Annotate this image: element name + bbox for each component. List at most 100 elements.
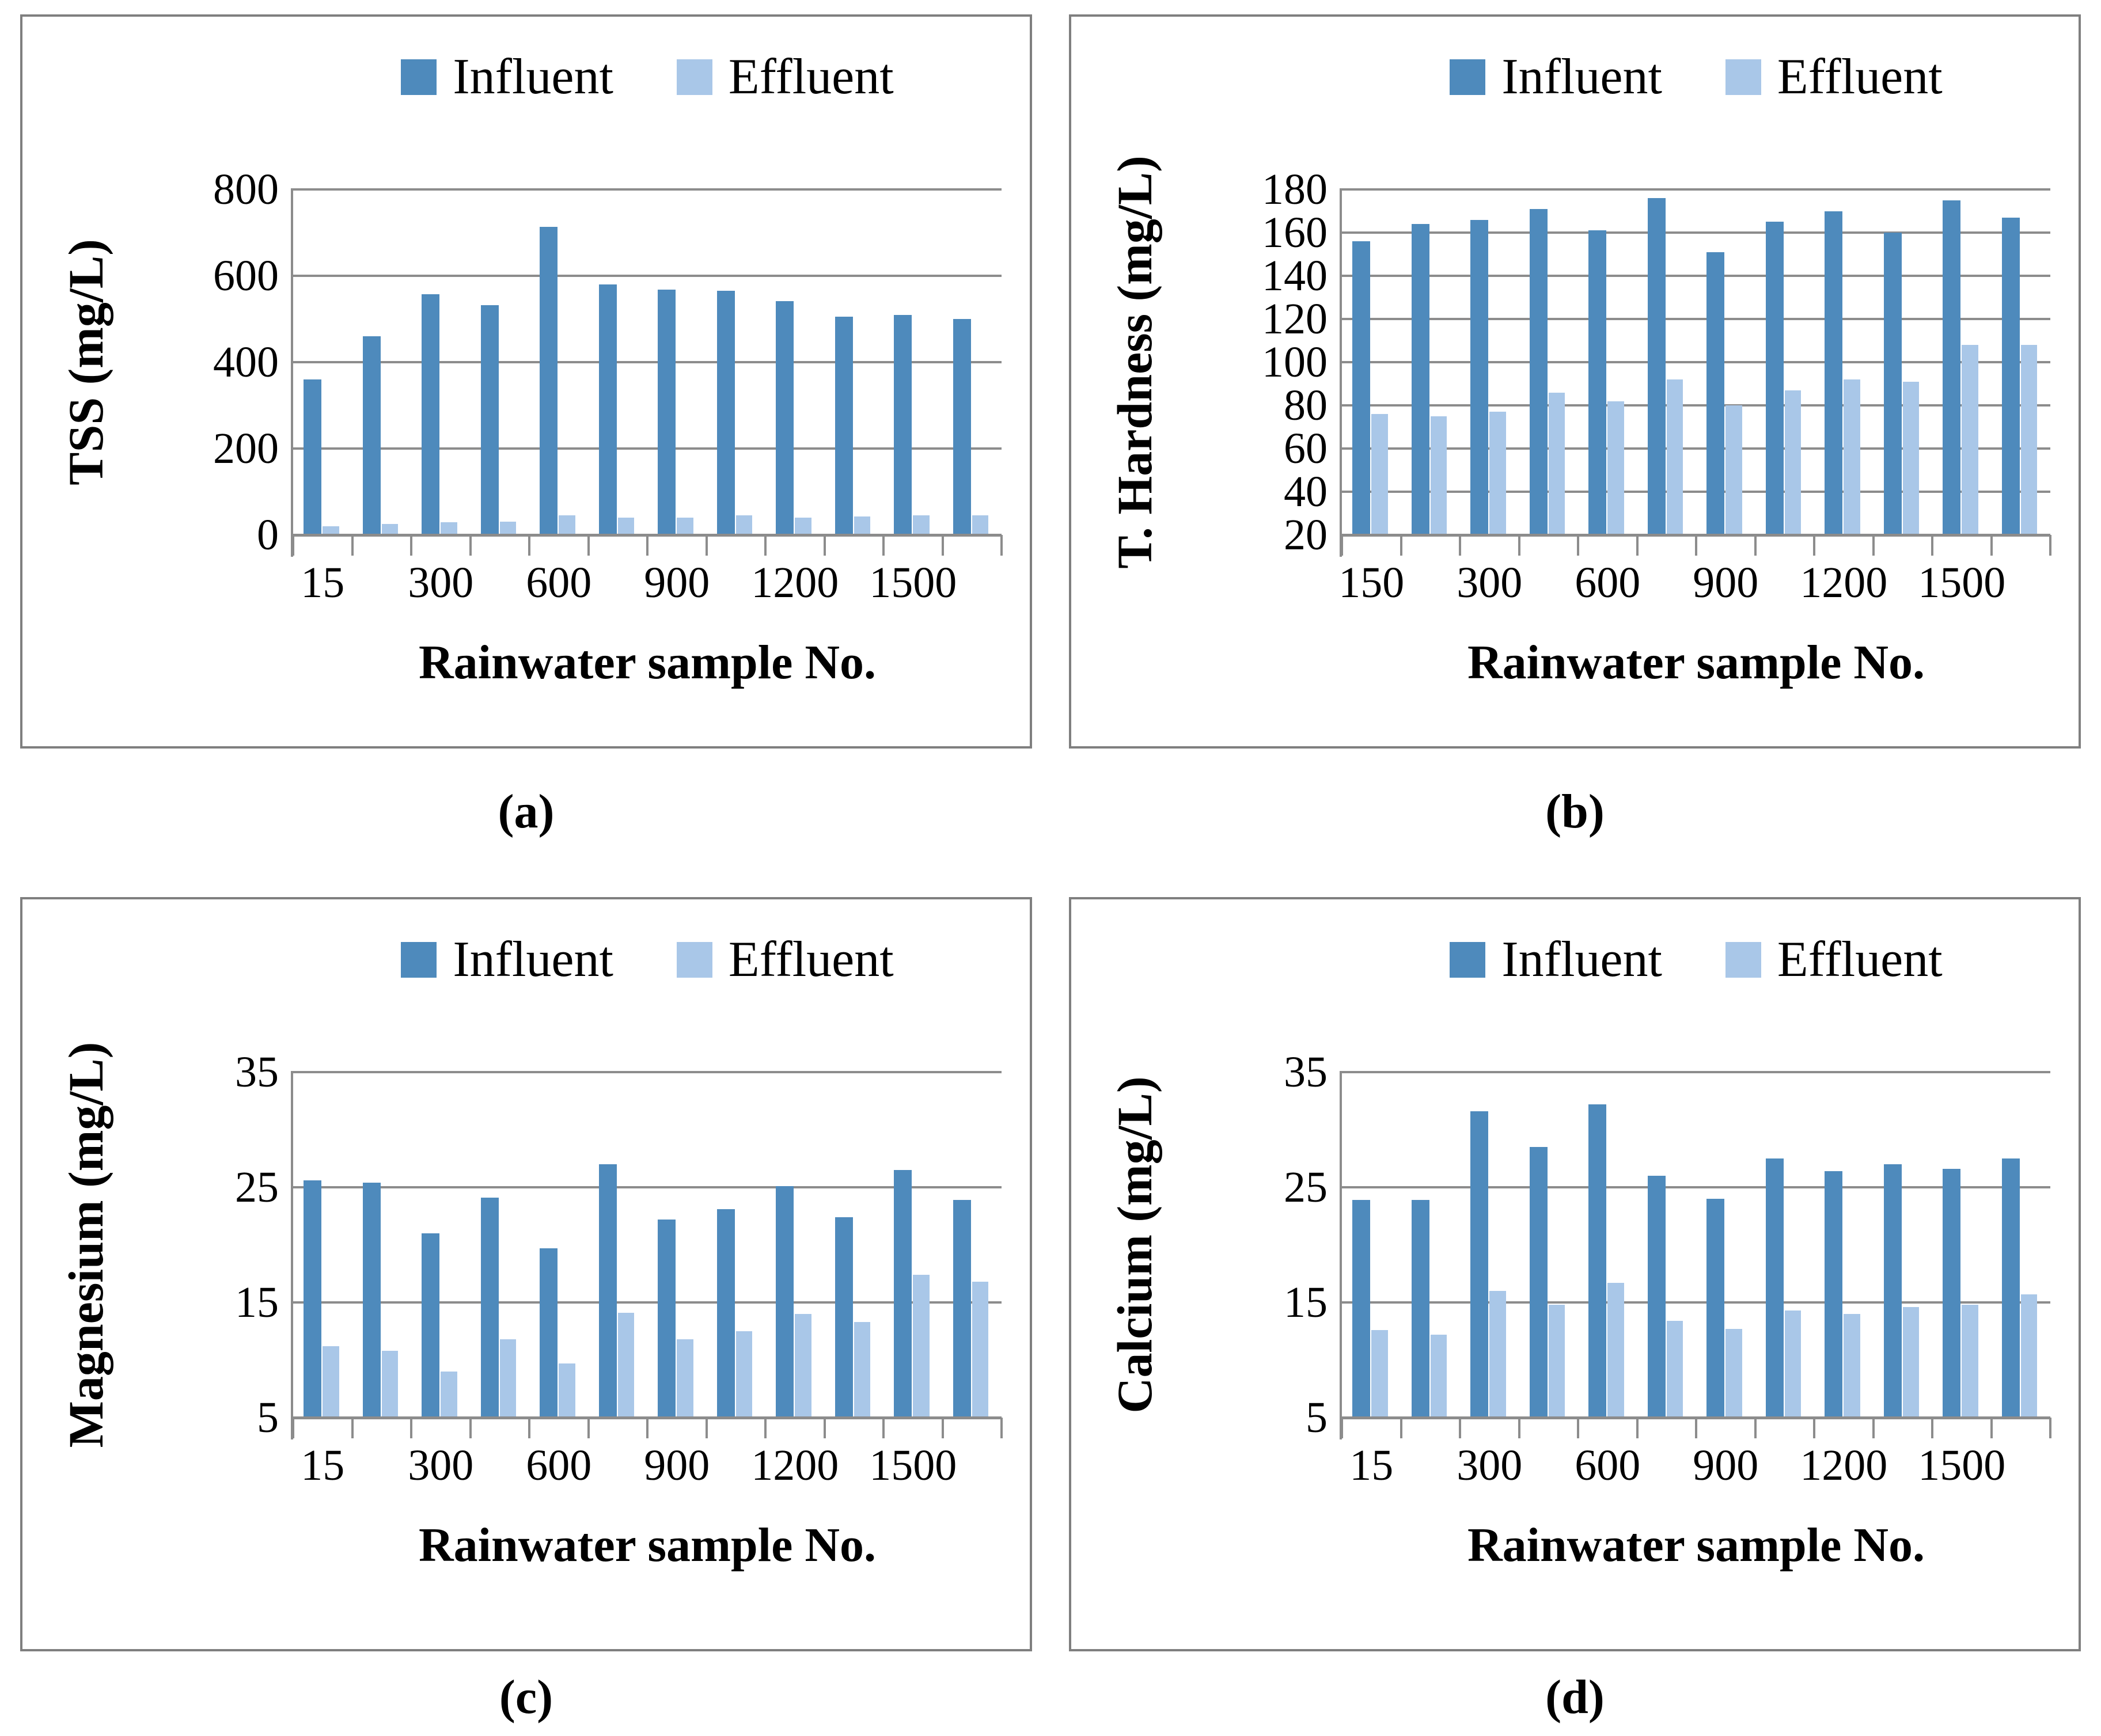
legend-item-effluent: Effluent bbox=[1725, 48, 1943, 106]
bar-effluent bbox=[913, 515, 930, 535]
bar-influent bbox=[1825, 211, 1843, 535]
bar-effluent bbox=[617, 1313, 635, 1418]
chart-panel-c: Influent Effluent Magnesium (mg/L) Rainw… bbox=[20, 897, 1032, 1651]
y-tick-label: 400 bbox=[213, 338, 279, 386]
effluent-swatch-icon bbox=[1725, 942, 1761, 978]
bar-influent bbox=[480, 1198, 499, 1418]
legend-label-effluent: Effluent bbox=[728, 49, 894, 105]
legend-label-influent: Influent bbox=[453, 932, 613, 987]
y-axis-line bbox=[1340, 1071, 1342, 1439]
plot-area bbox=[291, 188, 1003, 557]
y-tick-label: 15 bbox=[1284, 1278, 1328, 1327]
y-axis-line bbox=[1340, 188, 1342, 557]
bar-effluent bbox=[972, 515, 989, 535]
x-axis-title: Rainwater sample No. bbox=[418, 636, 877, 689]
x-tick-mark bbox=[292, 535, 294, 556]
bar-influent bbox=[1883, 1164, 1902, 1418]
y-tick-label: 35 bbox=[1284, 1048, 1328, 1096]
gridline bbox=[293, 1071, 1002, 1073]
influent-swatch-icon bbox=[1450, 942, 1486, 978]
bar-influent bbox=[1765, 1158, 1784, 1418]
x-tick-mark bbox=[1931, 1418, 1933, 1438]
bar-effluent bbox=[677, 518, 693, 535]
y-axis-title: T. Hardness (mg/L) bbox=[1107, 155, 1162, 569]
bar-effluent bbox=[441, 522, 457, 535]
x-tick-label: 15 bbox=[301, 559, 345, 607]
x-tick-mark bbox=[410, 1418, 412, 1438]
bar-effluent bbox=[735, 1331, 753, 1418]
legend-label-effluent: Effluent bbox=[1777, 932, 1943, 987]
y-axis-title: TSS (mg/L) bbox=[58, 239, 113, 485]
bar-effluent bbox=[1430, 1335, 1447, 1418]
plot-area bbox=[291, 1071, 1003, 1439]
x-tick-mark bbox=[2049, 1418, 2051, 1438]
legend-item-influent: Influent bbox=[401, 931, 613, 989]
x-tick-mark bbox=[410, 535, 412, 556]
bar-effluent bbox=[1725, 1329, 1742, 1418]
gridline bbox=[1342, 447, 2050, 450]
gridline bbox=[293, 1301, 1002, 1304]
bar-influent bbox=[1529, 208, 1548, 535]
x-tick-mark bbox=[528, 1418, 530, 1438]
legend-label-influent: Influent bbox=[453, 49, 613, 105]
bar-effluent bbox=[677, 1339, 693, 1418]
chart-panel-a: Influent Effluent TSS (mg/L) Rainwater s… bbox=[20, 14, 1032, 749]
bar-influent bbox=[304, 1180, 322, 1418]
bar-influent bbox=[1765, 222, 1784, 535]
effluent-swatch-icon bbox=[676, 942, 712, 978]
x-tick-mark bbox=[764, 1418, 767, 1438]
x-tick-mark bbox=[1341, 1418, 1343, 1438]
x-tick-mark bbox=[1400, 535, 1402, 556]
bar-effluent bbox=[559, 1363, 575, 1418]
x-tick-mark bbox=[823, 1418, 826, 1438]
y-tick-label: 25 bbox=[1284, 1163, 1328, 1211]
x-tick-mark bbox=[528, 535, 530, 556]
bar-effluent bbox=[1902, 381, 1920, 535]
x-tick-label: 1500 bbox=[869, 1441, 957, 1490]
bar-influent bbox=[2001, 1158, 2020, 1418]
bar-influent bbox=[835, 317, 853, 535]
x-tick-label: 300 bbox=[408, 559, 474, 607]
bar-effluent bbox=[854, 1322, 871, 1418]
x-tick-label: 1200 bbox=[1800, 1441, 1888, 1490]
bar-effluent bbox=[1489, 1291, 1506, 1418]
caption-d: (d) bbox=[1545, 1670, 1605, 1724]
bar-influent bbox=[540, 1248, 558, 1418]
bar-influent bbox=[362, 336, 381, 535]
x-tick-mark bbox=[1341, 535, 1343, 556]
bar-effluent bbox=[1430, 416, 1447, 535]
x-tick-mark bbox=[1577, 535, 1579, 556]
bar-influent bbox=[1529, 1147, 1548, 1418]
y-tick-label: 15 bbox=[235, 1278, 279, 1327]
x-tick-mark bbox=[1813, 1418, 1815, 1438]
gridline bbox=[1342, 318, 2050, 320]
legend: Influent Effluent bbox=[293, 43, 1002, 112]
gridline bbox=[293, 188, 1002, 191]
x-tick-mark bbox=[1518, 535, 1520, 556]
bar-influent bbox=[1470, 219, 1489, 535]
chart-panel-d: Influent Effluent Calcium (mg/L) Rainwat… bbox=[1069, 897, 2081, 1651]
gridline bbox=[1342, 188, 2050, 191]
y-axis-line bbox=[291, 188, 293, 557]
legend-item-influent: Influent bbox=[1450, 48, 1662, 106]
legend-label-effluent: Effluent bbox=[1777, 49, 1943, 105]
effluent-swatch-icon bbox=[676, 59, 712, 95]
bar-effluent bbox=[381, 524, 399, 535]
legend-item-effluent: Effluent bbox=[676, 931, 894, 989]
y-axis-title: Magnesium (mg/L) bbox=[58, 1042, 113, 1448]
x-tick-label: 1500 bbox=[1918, 1441, 2006, 1490]
y-tick-label: 120 bbox=[1262, 295, 1328, 343]
bar-effluent bbox=[1607, 401, 1624, 535]
x-tick-mark bbox=[1459, 535, 1461, 556]
gridline bbox=[1342, 1071, 2050, 1073]
x-tick-label: 600 bbox=[1575, 559, 1641, 607]
legend: Influent Effluent bbox=[1342, 925, 2050, 994]
x-tick-mark bbox=[587, 535, 590, 556]
gridline bbox=[293, 1186, 1002, 1188]
x-tick-mark bbox=[1872, 1418, 1875, 1438]
bar-influent bbox=[716, 1209, 735, 1418]
x-tick-mark bbox=[646, 535, 648, 556]
bar-effluent bbox=[1844, 379, 1860, 535]
bar-influent bbox=[1411, 224, 1429, 535]
gridline bbox=[1342, 491, 2050, 493]
